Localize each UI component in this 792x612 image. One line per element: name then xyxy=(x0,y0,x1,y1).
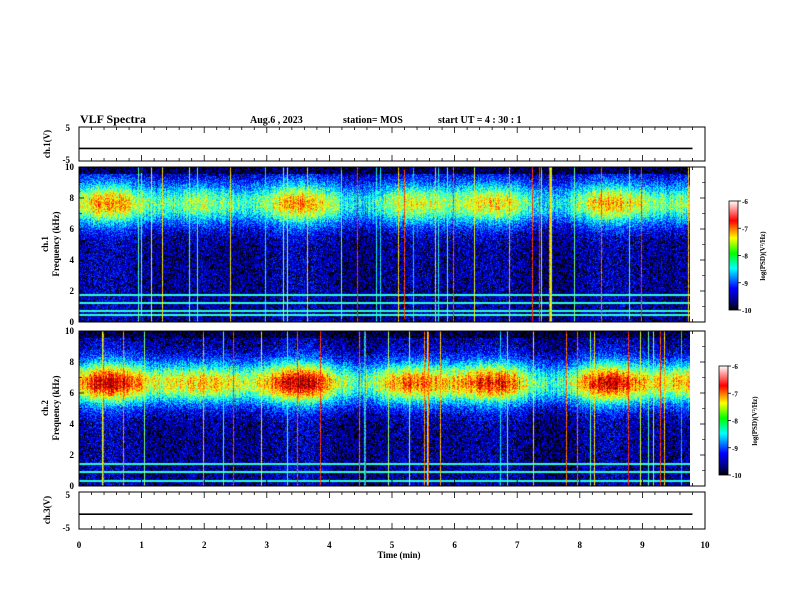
ch3-x-ticks xyxy=(78,492,706,529)
spec1-ytick-label: 8 xyxy=(70,193,75,203)
cb2-tick-label: -8 xyxy=(732,418,738,426)
ch2-colorbar-label: log(PSD)(V²/Hz) xyxy=(751,396,759,446)
spec2-ytick-label: 6 xyxy=(70,388,75,398)
time-tick-label: 4 xyxy=(327,540,332,550)
date-label: Aug.6 , 2023 xyxy=(250,115,303,126)
ch1-ytick-max: 5 xyxy=(66,123,71,133)
ch2-spectrogram-panel: 0 2 4 6 8 10 ch.2 Frequency (kHz) xyxy=(40,326,706,491)
spec2-ytick-label: 10 xyxy=(65,326,75,336)
spec2-ytick-label: 8 xyxy=(70,357,75,367)
cb1-tick-label: -6 xyxy=(742,198,748,206)
time-tick-label: 9 xyxy=(640,540,645,550)
ch1-spectrogram-xticks xyxy=(78,167,706,322)
ch1-spectrogram-panel: 0 2 4 6 8 10 ch.1 Frequency (kHz) xyxy=(40,162,706,327)
spec1-ytick-label: 2 xyxy=(70,286,75,296)
spec2-ytick-label: 0 xyxy=(70,481,75,491)
ch2-spectrogram-xticks xyxy=(78,331,706,486)
time-tick-label: 10 xyxy=(701,540,711,550)
time-axis-label: Time (min) xyxy=(377,550,420,560)
ch3-waveform-frame xyxy=(78,491,706,530)
ch1-spectrogram-image xyxy=(79,167,690,322)
spec1-ytick-label: 6 xyxy=(70,224,75,234)
ch2-colorbar-scale xyxy=(718,365,729,476)
cb1-tick-label: -10 xyxy=(742,307,752,315)
ch1-x-ticks xyxy=(78,127,706,161)
ch1-colorbar-label: log(PSD)(V²/Hz) xyxy=(759,231,767,281)
time-axis-tick-labels: 0 1 2 3 4 5 6 7 8 9 10 xyxy=(77,540,710,550)
ch2-colorbar: -6 -7 -8 -9 -10 log(PSD)(V²/Hz) xyxy=(718,363,759,480)
spec2-ytick-label: 2 xyxy=(70,450,75,460)
time-tick-label: 5 xyxy=(390,540,395,550)
ch1-waveform-ylabel: ch.1(V) xyxy=(42,130,52,158)
ch1-colorbar: -6 -7 -8 -9 -10 log(PSD)(V²/Hz) xyxy=(728,198,767,315)
time-tick-label: 3 xyxy=(265,540,270,550)
ch1-waveform-panel: 5 -5 ch.1(V) xyxy=(42,123,706,165)
cb1-tick-label: -7 xyxy=(742,225,748,233)
spec1-ytick-label: 10 xyxy=(65,162,75,172)
ch3-ytick-max: 5 xyxy=(66,490,71,500)
ch1-spectrogram-yticks: 0 2 4 6 8 10 xyxy=(65,162,705,327)
time-tick-label: 2 xyxy=(202,540,207,550)
time-tick-label: 6 xyxy=(452,540,457,550)
time-tick-label: 1 xyxy=(139,540,144,550)
ch1-ytick-min: -5 xyxy=(63,155,71,165)
ch2-frequency-axis-label: Frequency (kHz) xyxy=(51,375,61,440)
ch2-spectrogram-yticks: 0 2 4 6 8 10 xyxy=(65,326,705,491)
ch3-waveform-ylabel: ch.3(V) xyxy=(42,496,52,524)
cb2-tick-label: -10 xyxy=(732,472,742,480)
ch1-channel-label: ch.1 xyxy=(40,236,50,252)
spec2-ytick-label: 4 xyxy=(70,419,75,429)
time-tick-label: 7 xyxy=(515,540,520,550)
time-tick-label: 8 xyxy=(578,540,583,550)
cb2-tick-label: -9 xyxy=(732,445,738,453)
cb2-tick-label: -7 xyxy=(732,390,738,398)
spec1-ytick-label: 0 xyxy=(70,317,75,327)
cb2-tick-label: -6 xyxy=(732,363,738,371)
ch1-colorbar-scale xyxy=(728,200,739,311)
time-tick-label: 0 xyxy=(77,540,82,550)
ch2-channel-label: ch.2 xyxy=(40,400,50,416)
spec1-ytick-label: 4 xyxy=(70,255,75,265)
ch1-frequency-axis-label: Frequency (kHz) xyxy=(51,211,61,276)
cb1-tick-label: -9 xyxy=(742,280,748,288)
ch2-spectrogram-image xyxy=(79,331,690,486)
ch3-waveform-panel: 5 -5 ch.3(V) xyxy=(42,490,706,533)
ch3-ytick-min: -5 xyxy=(63,523,71,533)
start-time-label: start UT = 4 : 30 : 1 xyxy=(438,115,522,126)
figure-title: VLF Spectra xyxy=(80,112,146,126)
station-label: station= MOS xyxy=(343,115,403,126)
cb1-tick-label: -8 xyxy=(742,253,748,261)
